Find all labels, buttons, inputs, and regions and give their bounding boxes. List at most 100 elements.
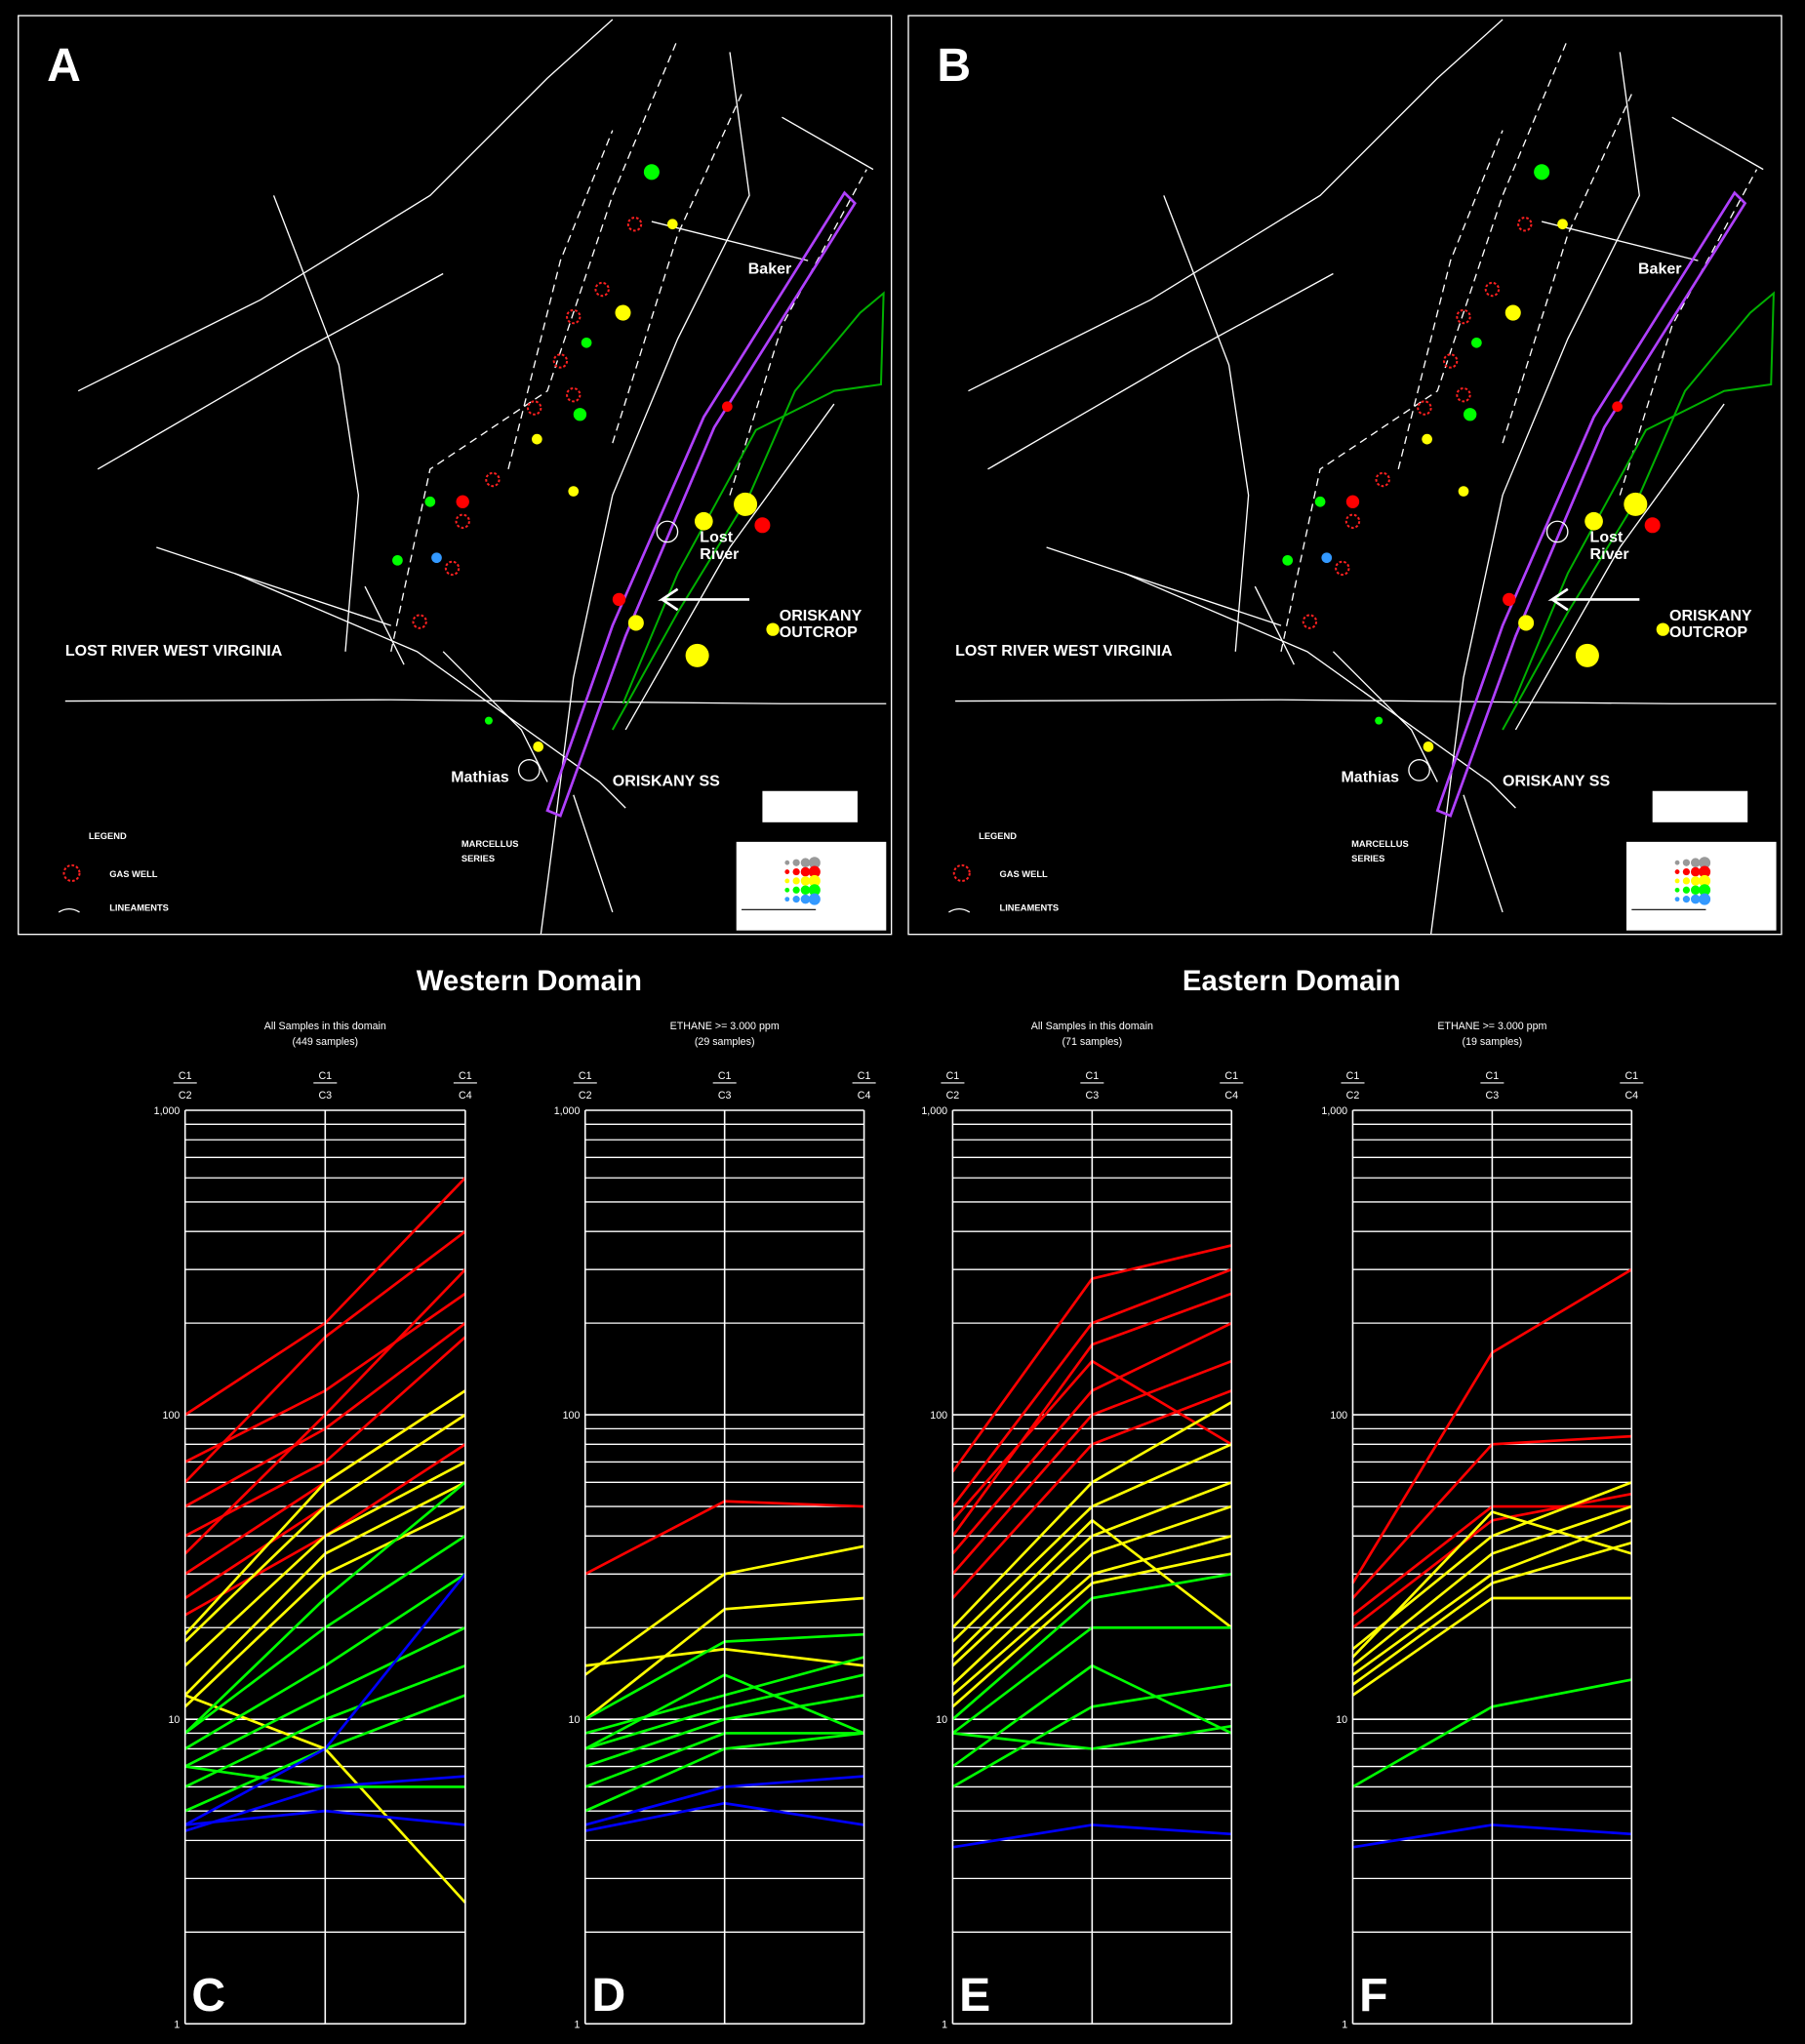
gas-well-symbol <box>1417 400 1432 416</box>
key-dot <box>1674 897 1680 902</box>
place-label: Baker <box>1638 260 1682 277</box>
key-class: < 5 <box>1719 897 1729 903</box>
gas-well-symbol <box>626 217 643 232</box>
key-tick: 0 <box>740 912 743 919</box>
key-dot <box>1690 885 1701 896</box>
sample-dot <box>1584 511 1603 531</box>
category-label: C1 <box>1486 1070 1500 1082</box>
sample-dot <box>1458 486 1469 497</box>
category-label: C1 <box>1224 1070 1238 1082</box>
sample-dot <box>1504 304 1521 321</box>
lineament <box>624 403 835 731</box>
key-dot <box>784 878 790 884</box>
key-dot <box>792 886 800 894</box>
sample-dot <box>1282 554 1294 566</box>
scale-bar <box>762 790 858 822</box>
place-label: Mathias <box>451 768 509 785</box>
key-dot <box>784 897 790 902</box>
lineament <box>1163 195 1250 652</box>
gas-well-symbol <box>1456 387 1471 403</box>
y-tick-label: 1 <box>1342 2019 1347 2030</box>
sample-dot <box>484 716 493 725</box>
key-class: 20 - 100 <box>1719 869 1744 876</box>
sample-dot <box>612 592 626 607</box>
gas-well-symbol <box>1344 513 1361 529</box>
legend-lineament <box>58 907 80 913</box>
map-frame <box>907 15 1783 936</box>
category-label: C2 <box>1346 1090 1360 1102</box>
place-label: SERIES <box>461 854 495 863</box>
sample-dot <box>424 496 436 507</box>
legend-title: LEGEND <box>979 831 1017 841</box>
domain-title: Eastern Domain <box>1183 965 1401 997</box>
place-label: ORISKANY SS <box>613 772 720 789</box>
key-tick: 25 <box>773 912 781 919</box>
legend-gas-well <box>62 863 81 882</box>
lineament <box>573 794 614 913</box>
lineament <box>156 546 391 626</box>
key-dot <box>1674 860 1680 865</box>
category-label: C1 <box>718 1070 732 1082</box>
chart-subtitle: (449 samples) <box>292 1036 358 1048</box>
gas-well-symbol <box>566 308 582 325</box>
sample-dot <box>643 164 660 180</box>
place-label: OUTCROP <box>780 623 858 641</box>
lineament <box>1541 220 1699 261</box>
category-label: C1 <box>1624 1070 1638 1082</box>
y-tick-label: 1,000 <box>1321 1105 1347 1117</box>
key-dot <box>800 885 811 896</box>
gas-well-symbol <box>485 471 501 488</box>
place-label: SERIES <box>1351 854 1384 863</box>
chart-subtitle: (71 samples) <box>1062 1036 1122 1048</box>
gas-well-symbol <box>1517 217 1533 232</box>
place-label: OUTCROP <box>1669 623 1747 641</box>
category-label: C1 <box>318 1070 332 1082</box>
key-dot <box>808 893 821 905</box>
sample-dot <box>573 408 587 421</box>
key-class: 10 - 20 <box>829 879 850 886</box>
key-tick: 3 <box>1665 912 1669 919</box>
lineament <box>1429 52 1641 935</box>
sample-dot <box>1464 408 1477 421</box>
fault-line <box>1502 91 1634 444</box>
lineament <box>364 585 405 665</box>
lineament <box>1332 651 1438 782</box>
key-tick: 0 <box>1629 912 1633 919</box>
y-tick-label: 1 <box>174 2019 180 2030</box>
y-tick-label: 100 <box>563 1410 581 1422</box>
category-label: C3 <box>718 1090 732 1102</box>
place-label: ORISKANY SS <box>1503 772 1610 789</box>
key-dot <box>800 858 811 868</box>
key-class: 5 - 10 <box>829 888 846 895</box>
lineament <box>782 116 874 171</box>
key-class: 20 - 100 <box>829 869 854 876</box>
key-dot <box>1699 884 1711 897</box>
chart-title: ETHANE >= 3.000 ppm <box>1437 1021 1546 1032</box>
sample-dot <box>1314 496 1326 507</box>
key-dot <box>1699 893 1711 905</box>
category-label: C2 <box>179 1090 192 1102</box>
sample-dot <box>1644 517 1661 534</box>
key-axis-label: Methane (ppm) <box>742 922 785 929</box>
key-dot <box>800 894 811 904</box>
category-label: C1 <box>858 1070 871 1082</box>
place-label: Lost <box>1590 529 1624 546</box>
outcrop-line <box>611 291 885 731</box>
key-dot <box>808 874 821 887</box>
category-label: C3 <box>318 1090 332 1102</box>
key-dot <box>792 867 800 876</box>
gas-well-symbol <box>552 353 569 369</box>
key-dot <box>1690 858 1701 868</box>
sample-dot <box>1624 492 1648 516</box>
key-dot <box>1699 874 1711 887</box>
sample-dot <box>1375 716 1384 725</box>
panel-letter: A <box>47 39 81 92</box>
lineament <box>987 272 1334 470</box>
gas-well-symbol <box>526 400 542 416</box>
sample-dot <box>1345 495 1360 508</box>
region-label: LOST RIVER WEST VIRGINIA <box>65 642 283 660</box>
chart-subtitle: (29 samples) <box>695 1036 755 1048</box>
